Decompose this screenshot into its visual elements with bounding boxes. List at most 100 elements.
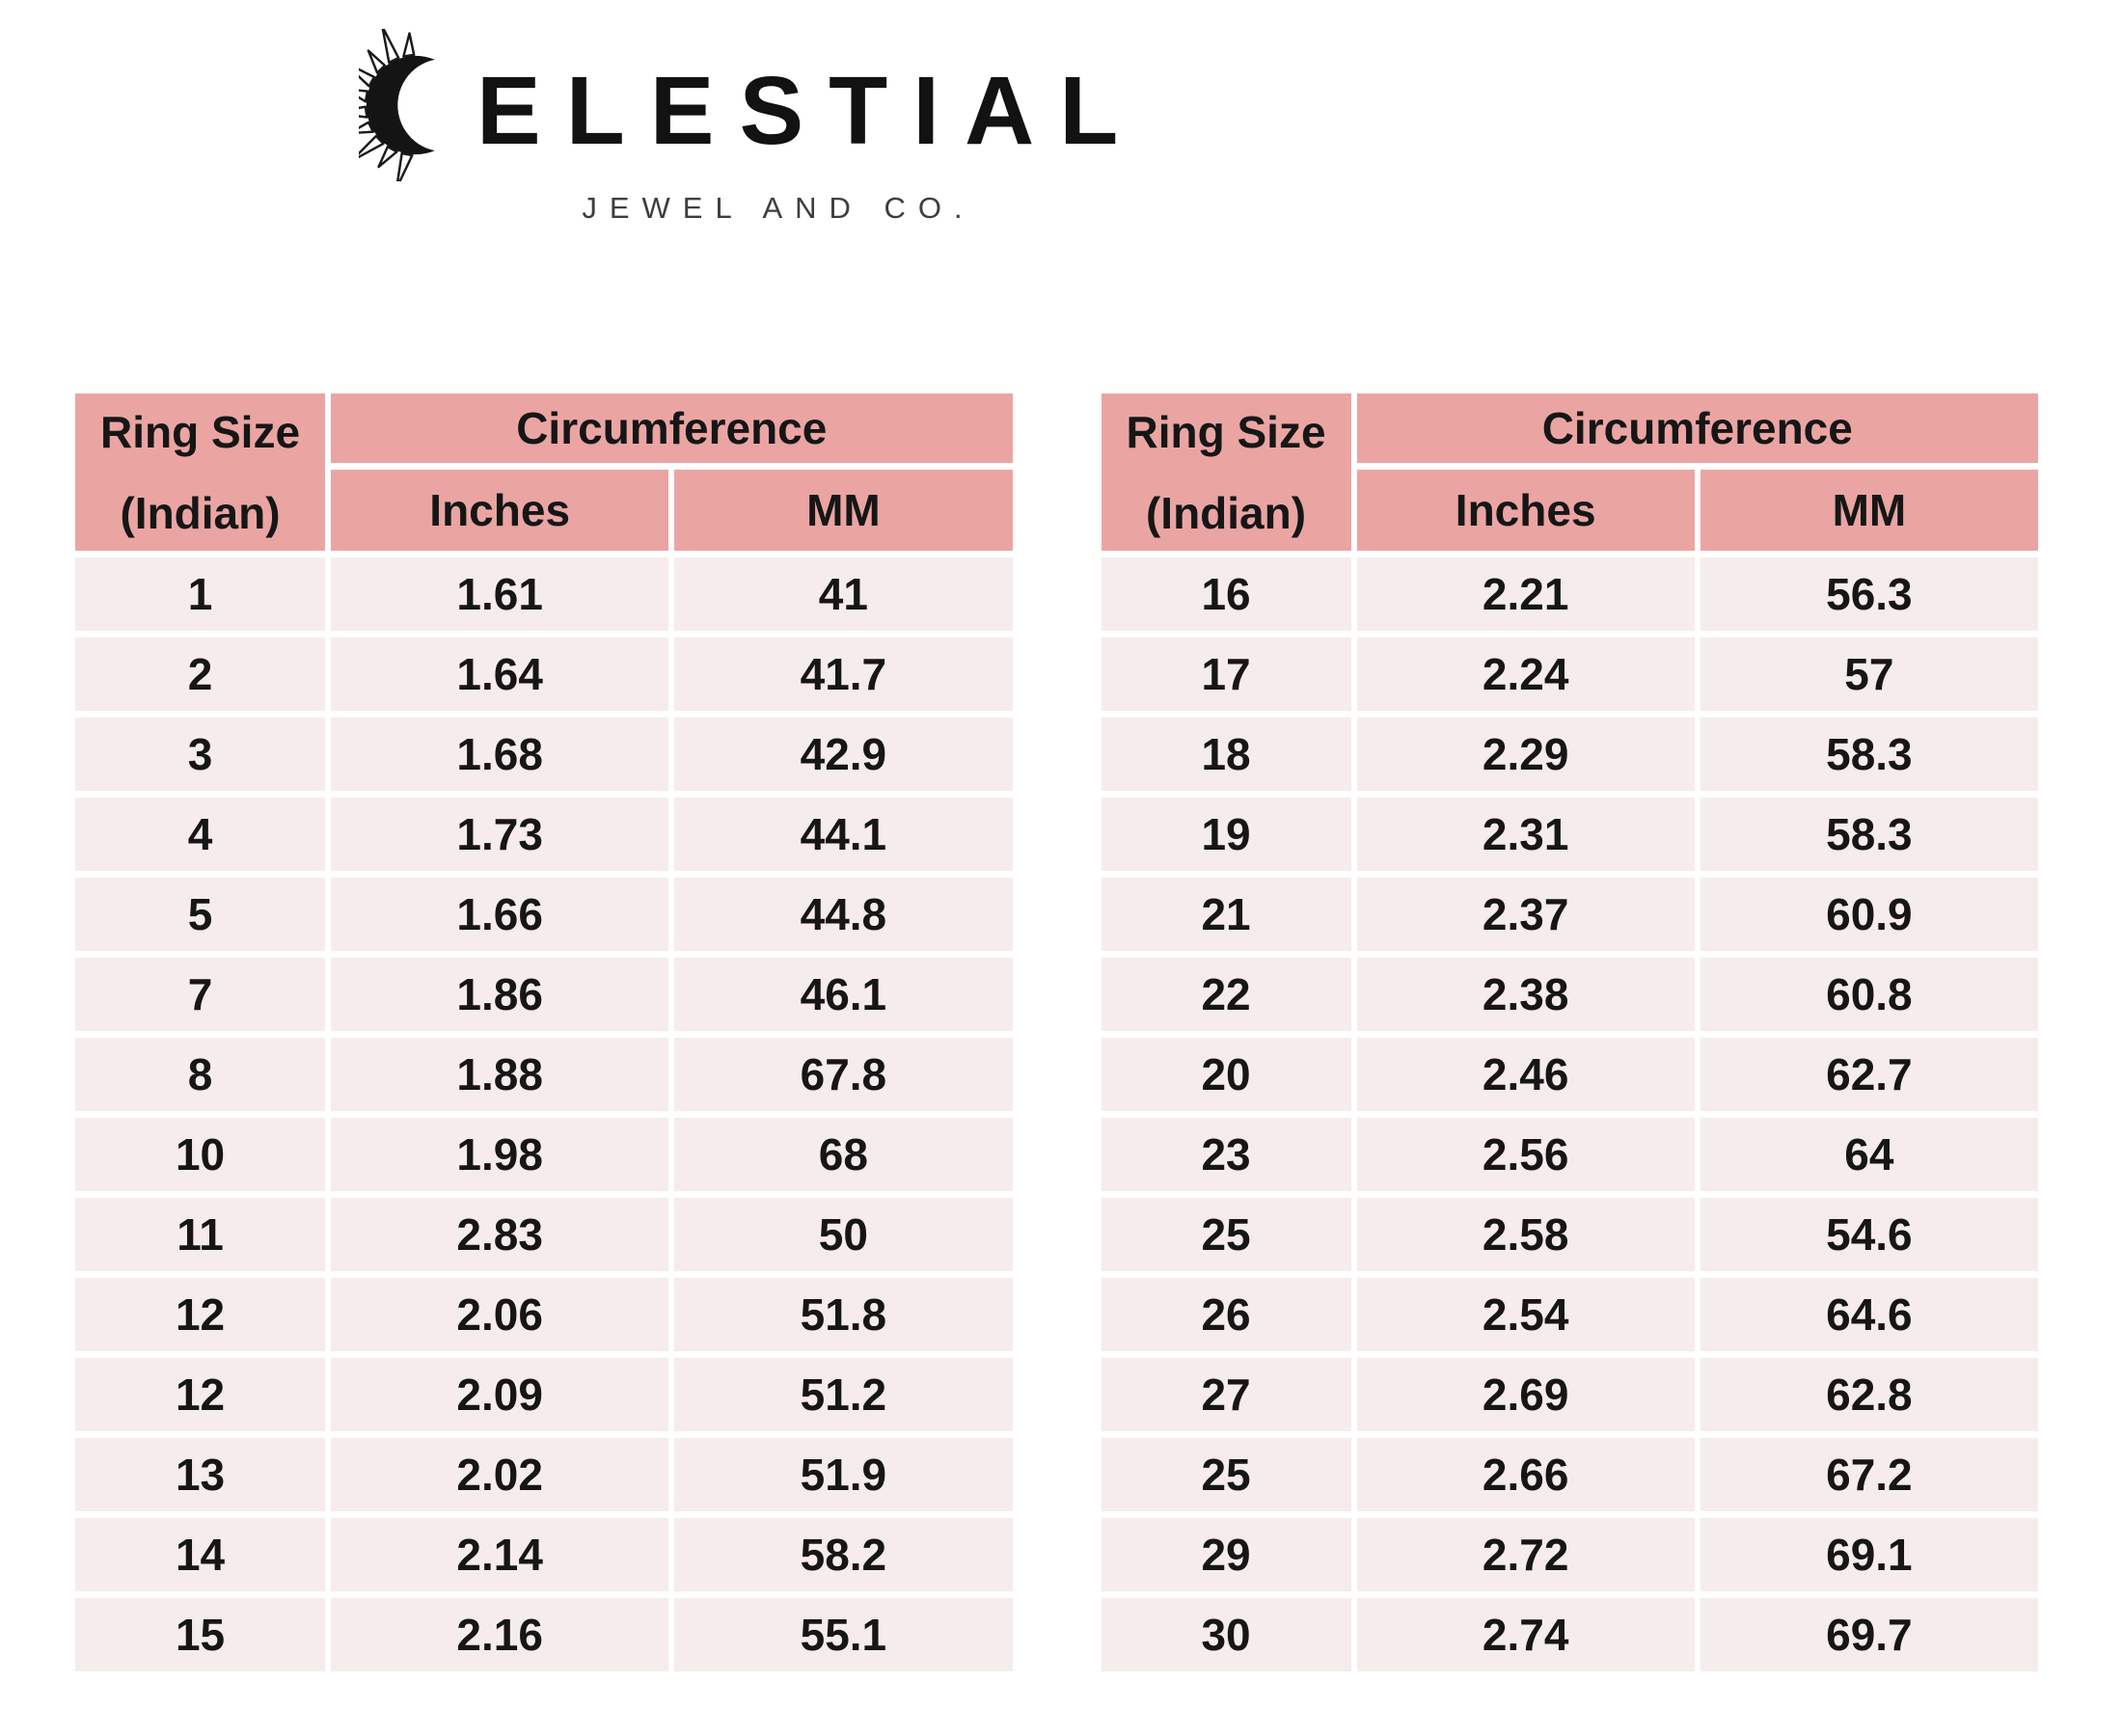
ring-size-cell: 26 — [1101, 1278, 1351, 1351]
inches-cell: 2.24 — [1356, 637, 1695, 711]
ring-size-cell: 12 — [75, 1278, 326, 1351]
table-row: 12 2.09 51.2 — [75, 1358, 1013, 1431]
mm-cell: 58.2 — [674, 1518, 1013, 1591]
table-row: 5 1.66 44.8 — [75, 878, 1013, 951]
table-row: 26 2.54 64.6 — [1101, 1278, 2038, 1351]
inches-cell: 2.54 — [1356, 1278, 1695, 1351]
inches-cell: 2.69 — [1356, 1358, 1695, 1431]
ring-size-cell: 19 — [1101, 798, 1351, 871]
ring-size-table-right: Ring Size (Indian) Circumference Inches … — [1101, 393, 2038, 1671]
sun-rays-icon — [359, 29, 416, 181]
mm-cell: 46.1 — [674, 958, 1013, 1031]
size-table-right-wrap: Ring Size (Indian) Circumference Inches … — [1101, 393, 2038, 1671]
ring-size-cell: 5 — [75, 878, 326, 951]
inches-cell: 2.02 — [331, 1438, 669, 1511]
mm-cell: 69.1 — [1700, 1518, 2038, 1591]
crescent-sun-icon — [359, 29, 473, 181]
table-row: 7 1.86 46.1 — [75, 958, 1013, 1031]
mm-cell: 42.9 — [674, 718, 1013, 791]
inches-cell: 2.66 — [1356, 1438, 1695, 1511]
table-row: 13 2.02 51.9 — [75, 1438, 1013, 1511]
inches-cell: 2.74 — [1356, 1598, 1695, 1671]
ring-size-cell: 18 — [1101, 718, 1351, 791]
table-row: 4 1.73 44.1 — [75, 798, 1013, 871]
table-row: 22 2.38 60.8 — [1101, 958, 2038, 1031]
ring-size-cell: 22 — [1101, 958, 1351, 1031]
inches-cell: 2.83 — [331, 1198, 669, 1271]
ring-size-cell: 14 — [75, 1518, 326, 1591]
table-row: 20 2.46 62.7 — [1101, 1038, 2038, 1111]
inches-cell: 2.46 — [1356, 1038, 1695, 1111]
inches-header: Inches — [331, 470, 669, 551]
mm-cell: 41.7 — [674, 637, 1013, 711]
table-row: 25 2.58 54.6 — [1101, 1198, 2038, 1271]
ring-size-cell: 25 — [1101, 1198, 1351, 1271]
circumference-header: Circumference — [1356, 393, 2038, 463]
table-row: 17 2.24 57 — [1101, 637, 2038, 711]
inches-cell: 2.06 — [331, 1278, 669, 1351]
ring-size-cell: 20 — [1101, 1038, 1351, 1111]
table-row: 8 1.88 67.8 — [75, 1038, 1013, 1111]
ring-size-cell: 29 — [1101, 1518, 1351, 1591]
ring-size-header: Ring Size (Indian) — [1101, 393, 1351, 551]
table-row: 29 2.72 69.1 — [1101, 1518, 2038, 1591]
ring-size-cell: 7 — [75, 958, 326, 1031]
ring-size-cell: 21 — [1101, 878, 1351, 951]
mm-cell: 44.1 — [674, 798, 1013, 871]
ring-size-cell: 13 — [75, 1438, 326, 1511]
mm-cell: 51.2 — [674, 1358, 1013, 1431]
ring-size-header-line1: Ring Size — [100, 406, 301, 457]
table-row: 21 2.37 60.9 — [1101, 878, 2038, 951]
mm-cell: 62.7 — [1700, 1038, 2038, 1111]
ring-size-cell: 25 — [1101, 1438, 1351, 1511]
inches-cell: 2.14 — [331, 1518, 669, 1591]
mm-cell: 64 — [1700, 1118, 2038, 1191]
mm-cell: 51.9 — [674, 1438, 1013, 1511]
inches-cell: 2.09 — [331, 1358, 669, 1431]
inches-cell: 2.21 — [1356, 557, 1695, 631]
mm-cell: 54.6 — [1700, 1198, 2038, 1271]
ring-size-cell: 10 — [75, 1118, 326, 1191]
mm-cell: 60.9 — [1700, 878, 2038, 951]
table-row: 23 2.56 64 — [1101, 1118, 2038, 1191]
ring-size-cell: 8 — [75, 1038, 326, 1111]
brand-logo: ELESTIAL JEWEL AND CO. — [359, 29, 1140, 226]
mm-cell: 58.3 — [1700, 798, 2038, 871]
table-row: 10 1.98 68 — [75, 1118, 1013, 1191]
ring-size-header: Ring Size (Indian) — [75, 393, 326, 551]
table-row: 1 1.61 41 — [75, 557, 1013, 631]
brand-logo-row: ELESTIAL — [359, 29, 1140, 181]
inches-cell: 1.86 — [331, 958, 669, 1031]
ring-size-header-line1: Ring Size — [1126, 406, 1326, 457]
mm-cell: 51.8 — [674, 1278, 1013, 1351]
table-row: 15 2.16 55.1 — [75, 1598, 1013, 1671]
mm-header: MM — [1700, 470, 2038, 551]
mm-cell: 60.8 — [1700, 958, 2038, 1031]
ring-size-cell: 12 — [75, 1358, 326, 1431]
size-tables-container: Ring Size (Indian) Circumference Inches … — [75, 393, 2038, 1671]
mm-cell: 55.1 — [674, 1598, 1013, 1671]
table-row: 12 2.06 51.8 — [75, 1278, 1013, 1351]
table-row: 30 2.74 69.7 — [1101, 1598, 2038, 1671]
mm-cell: 41 — [674, 557, 1013, 631]
inches-cell: 1.73 — [331, 798, 669, 871]
mm-cell: 67.8 — [674, 1038, 1013, 1111]
inches-cell: 1.98 — [331, 1118, 669, 1191]
ring-size-cell: 2 — [75, 637, 326, 711]
inches-cell: 2.56 — [1356, 1118, 1695, 1191]
inches-cell: 2.29 — [1356, 718, 1695, 791]
ring-size-cell: 11 — [75, 1198, 326, 1271]
inches-cell: 1.61 — [331, 557, 669, 631]
mm-cell: 68 — [674, 1118, 1013, 1191]
mm-cell: 67.2 — [1700, 1438, 2038, 1511]
inches-cell: 2.38 — [1356, 958, 1695, 1031]
table-row: 14 2.14 58.2 — [75, 1518, 1013, 1591]
inches-cell: 1.68 — [331, 718, 669, 791]
table-row: 11 2.83 50 — [75, 1198, 1013, 1271]
table-row: 2 1.64 41.7 — [75, 637, 1013, 711]
mm-cell: 56.3 — [1700, 557, 2038, 631]
table-row: 27 2.69 62.8 — [1101, 1358, 2038, 1431]
mm-cell: 58.3 — [1700, 718, 2038, 791]
inches-cell: 2.16 — [331, 1598, 669, 1671]
